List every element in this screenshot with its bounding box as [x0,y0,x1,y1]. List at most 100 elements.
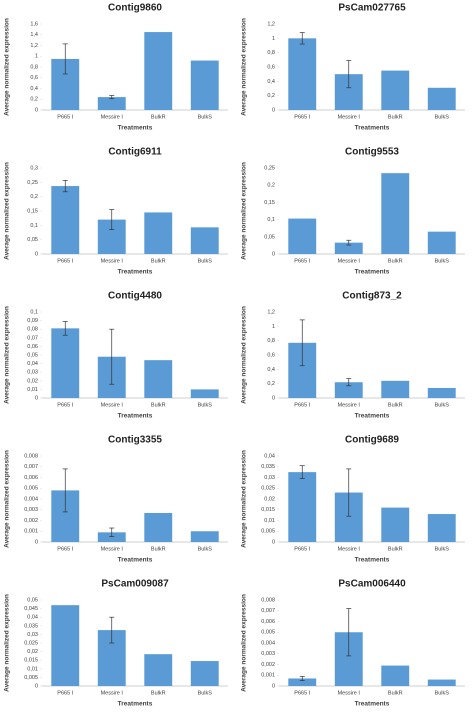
x-axis-label: Treatments [118,269,153,276]
y-tick-label: 0,2 [30,194,38,200]
x-tick-label: Messire I [338,690,361,696]
y-tick-label: 1,2 [267,21,275,27]
y-tick-label: 0,08 [27,327,38,333]
error-bar [62,468,68,513]
bar [381,665,410,686]
y-tick-label: 0 [35,683,38,689]
bar [144,654,173,686]
chart-title: Contig9553 [345,147,399,158]
x-tick-label: Messire I [101,546,124,552]
chart-title: PsCam009087 [101,579,169,590]
error-bar [346,468,352,517]
bar [427,514,456,542]
y-tick-label: 0,1 [30,223,38,229]
y-tick-label: 0,007 [24,464,38,470]
bar [427,387,456,398]
error-bar [346,608,352,657]
x-tick-label: BulkS [198,258,213,264]
bar [381,173,410,254]
y-tick-label: 0,002 [261,662,275,668]
bar [381,70,410,110]
x-axis-label: Treatments [355,125,390,132]
y-tick-label: 0,04 [27,361,38,367]
y-tick-label: 0,8 [267,338,275,344]
y-tick-label: 0 [35,251,38,257]
x-tick-label: P665 I [294,690,310,696]
y-tick-label: 0,04 [264,453,275,459]
x-tick-label: BulkS [198,114,213,120]
y-axis-label: Average normalized expression [4,450,11,548]
y-tick-label: 0,02 [27,649,38,655]
bar [288,218,317,254]
y-axis-label: Average normalized expression [4,18,11,116]
y-tick-label: 0,01 [27,666,38,672]
x-tick-label: Messire I [338,546,361,552]
x-tick-label: Messire I [101,690,124,696]
bar [190,531,219,542]
y-tick-label: 0,4 [267,79,275,85]
error-bar [346,60,352,89]
y-tick-label: 0,045 [24,606,38,612]
y-tick-label: 1,4 [30,32,38,38]
y-tick-label: 0,01 [264,518,275,524]
bar [51,328,80,398]
y-tick-label: 0,2 [267,381,275,387]
error-bar [346,239,352,246]
error-bar [109,95,115,100]
y-axis-label: Average normalized expression [241,306,248,404]
y-tick-label: 0,2 [30,97,38,103]
y-tick-label: 0,015 [24,658,38,664]
x-tick-label: BulkS [435,258,450,264]
y-tick-label: 0 [272,107,275,113]
bar [381,507,410,542]
y-tick-label: 0,003 [261,651,275,657]
error-bar [346,378,352,387]
y-tick-label: 0,09 [27,318,38,324]
x-tick-label: P665 I [57,690,73,696]
y-axis-label: Average normalized expression [241,18,248,116]
y-tick-label: 0,025 [24,640,38,646]
error-bar [109,616,115,644]
bar [144,32,173,110]
bar [97,532,126,542]
y-tick-label: 1 [272,324,275,330]
y-tick-label: 0,8 [30,64,38,70]
y-tick-label: 0,2 [267,183,275,189]
y-tick-label: 0,03 [27,370,38,376]
x-tick-label: BulkS [198,546,213,552]
y-tick-label: 0,006 [24,475,38,481]
bar [381,380,410,398]
y-tick-label: 0,005 [24,675,38,681]
error-bar [299,465,305,479]
y-tick-label: 0,015 [261,507,275,513]
y-tick-label: 0,4 [267,367,275,373]
x-tick-label: P665 I [294,258,310,264]
bar [190,227,219,254]
x-axis-label: Treatments [118,557,153,564]
x-tick-label: BulkR [388,546,403,552]
chart-title: Contig9860 [108,3,162,14]
error-bar [109,527,115,537]
error-bar [62,179,68,193]
x-tick-label: P665 I [57,114,73,120]
y-tick-label: 0,03 [27,632,38,638]
y-tick-label: 0,15 [27,208,38,214]
x-tick-label: BulkR [151,258,166,264]
bar [334,382,363,398]
x-tick-label: P665 I [57,402,73,408]
x-tick-label: Messire I [338,402,361,408]
bar [190,60,219,110]
x-tick-label: BulkR [151,690,166,696]
y-axis-label: Average normalized expression [241,594,248,692]
bar [97,97,126,110]
y-tick-label: 0,03 [264,475,275,481]
x-tick-label: Messire I [101,258,124,264]
x-axis-label: Treatments [118,701,153,708]
bar [144,360,173,398]
x-tick-label: Messire I [101,114,124,120]
error-bar [62,321,68,336]
x-tick-label: BulkR [151,402,166,408]
y-tick-label: 0,001 [24,529,38,535]
y-tick-label: 0 [272,395,275,401]
